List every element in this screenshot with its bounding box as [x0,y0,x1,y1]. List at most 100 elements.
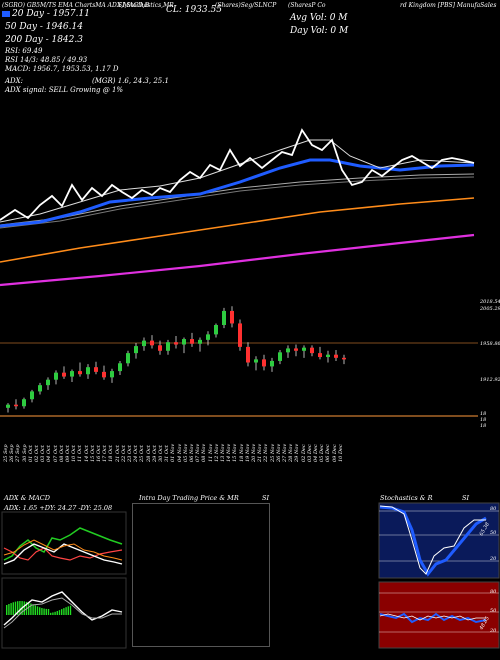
macd-histogram-bar [30,603,32,615]
price-chart [0,128,478,417]
price-axis-label: 1912.92 [480,377,500,383]
ma200-legend: 200 Day - 1842.3 [5,35,83,45]
date-axis-label: 04 Nov [176,443,183,462]
plus-di-line [3,527,123,561]
minus-di-line [3,547,123,561]
date-axis-label: 14 Oct [83,445,90,462]
date-axis-label: 25 Nov [269,443,276,462]
header-ticker: (SGRO) GB5M/TS EMA ChartsMA ADX,MACD,B [2,2,149,9]
macd-histogram-bar [25,601,28,615]
price-axis-label: 2005.29 [480,306,500,312]
date-axis-label: 04 Oct [46,445,53,462]
candle-body [110,371,114,378]
date-axis-label: 21 Oct [114,445,121,462]
price-line [0,128,475,221]
candle-body [70,371,74,377]
macd-histogram-bar [6,605,8,615]
date-axis-label: 11 Nov [207,443,214,462]
macd-histogram-bar [32,604,34,615]
macd-histogram-bar [56,611,58,615]
stochastics-title: Stochastics & R [380,494,433,502]
stoch-label-20: 20 [490,556,497,562]
candle-body [254,359,258,363]
candle-body [206,334,210,340]
macd-histogram-bar [45,608,47,615]
candle-body [318,353,322,358]
macd-histogram-bar [10,603,12,615]
rsi-panel-bg [378,581,500,649]
macd-histogram-bar [65,607,67,615]
date-axis-label: 22 Nov [263,443,270,462]
candle-body [126,353,130,364]
header-company: (SharesP Co [288,2,326,9]
macd-histogram-bar [36,606,39,615]
candle-body [230,310,234,324]
date-axis-label: 15 Nov [232,443,239,462]
candle-body [270,360,274,367]
candle-body [62,372,66,377]
candle-body [190,339,194,344]
adx-panel-frame [1,511,127,575]
adx-orange-line [3,539,123,561]
rsi14-readout: RSI 14/3: 48.85 / 49.93 [5,56,88,64]
candle-body [150,340,154,346]
date-axis-label: 01 Nov [170,443,177,462]
date-axis-label: 02 Dec [300,444,307,462]
ma50-legend: 50 Day - 1946.14 [5,22,83,32]
price-axis-label: 18 [480,423,487,429]
macd-histogram-bar [12,602,14,615]
macd-histogram-bar [14,601,17,615]
date-axis-label: 27 Sep [15,444,22,462]
adx-values: (MGR) 1.6, 24.3, 25.1 [92,77,169,85]
candle-body [118,363,122,372]
candle-body [238,323,242,347]
macd-histogram-bar [61,609,63,615]
macd-histogram-bar [28,602,30,615]
date-axis-label: 30 Sep [21,444,28,462]
candle-body [78,371,82,375]
macd-signal-line [3,597,122,629]
candle-body [286,348,290,353]
date-axis-label: 18 Nov [238,443,245,462]
date-axis-label: 11 Oct [77,445,84,462]
macd-histogram-bar [58,610,61,615]
macd-histogram-bar [69,605,72,615]
date-axis-label: 29 Nov [294,443,301,462]
candle-body [342,357,346,360]
close-price: CL: 1933.55 [166,5,222,15]
candle-body [334,354,338,358]
candle-body [46,379,50,386]
price-axis-label: 18 [480,417,487,423]
candle-body [142,340,146,347]
macd-histogram-bar [67,606,69,615]
stoch-k-line [379,505,487,577]
candle-body [278,352,282,361]
ma20-swatch [2,11,10,17]
price-axis-label: 1958.86 [480,341,500,347]
macd-line [3,591,123,626]
ma-long-line [0,233,475,287]
date-axis-label: 10 Dec [337,444,344,462]
adx-panel-title: ADX & MACD [4,494,50,502]
date-axis-label: 28 Oct [145,445,152,462]
adx-panel-values: ADX: 1.65 +DY: 24.27 -DY: 25.08 [4,504,113,512]
candle-body [94,367,98,372]
rsi-label-20: 20 [490,628,497,634]
candle-body [262,359,266,367]
intraday-panel [132,503,270,647]
day-volume: Day Vol: 0 M [290,26,349,36]
adx-line [3,543,123,565]
date-axis-label: 06 Dec [325,444,332,462]
ma200-line [0,197,475,263]
macd-histogram-bar [52,612,54,615]
macd-panel-frame [1,577,127,649]
candle-body [182,339,186,345]
date-axis-label: 09 Dec [331,444,338,462]
header-indicators: SI,Stochastics,MR [118,2,174,9]
candle-body [22,399,26,407]
date-axis-label: 25 Oct [139,445,146,462]
ma-gray-line-2 [0,176,475,229]
candle-body [222,310,226,325]
candle-body [158,345,162,351]
date-axis-label: 08 Nov [201,443,208,462]
